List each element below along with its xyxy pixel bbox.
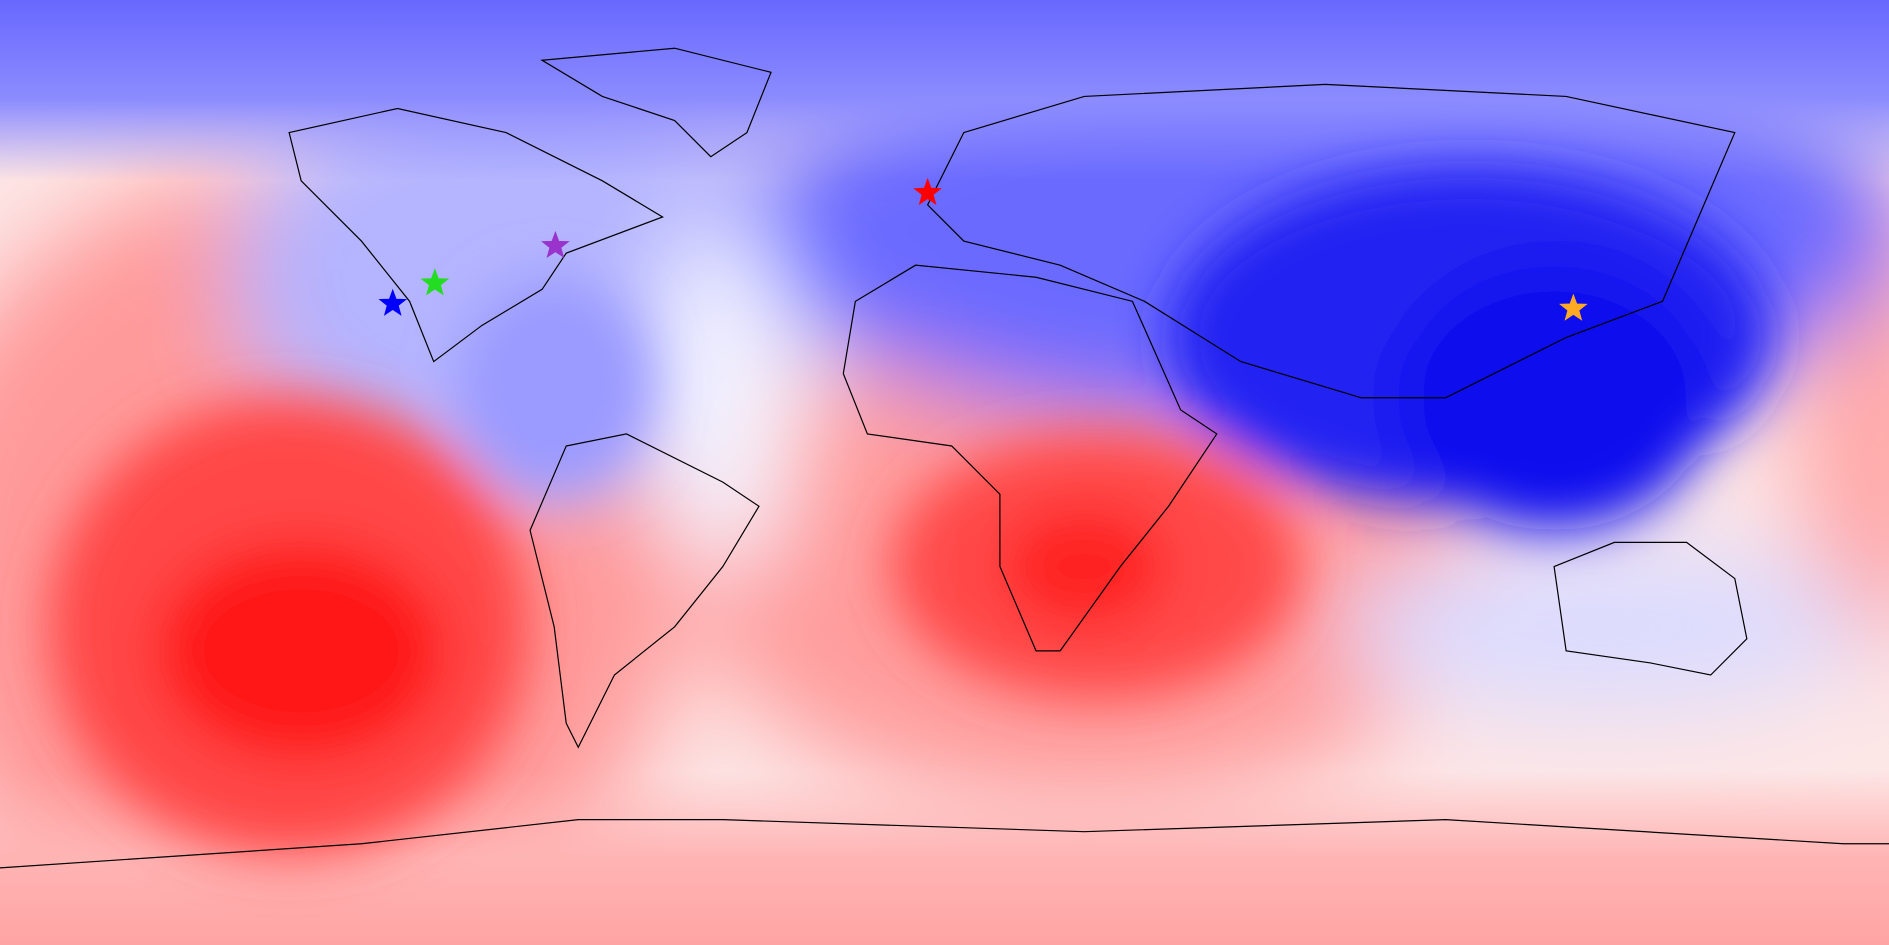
- station-marker: [1559, 293, 1588, 321]
- coastlines: [0, 47, 1889, 869]
- station-marker: [378, 288, 408, 316]
- station-marker: [913, 177, 942, 205]
- station-marker: [541, 230, 570, 259]
- markers: [378, 177, 1588, 321]
- station-marker: [420, 268, 450, 296]
